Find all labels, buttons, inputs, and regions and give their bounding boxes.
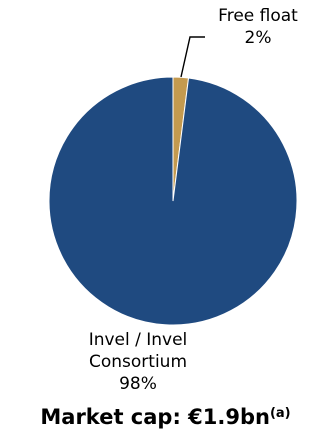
market-cap-text: Market cap: €1.9bn	[40, 405, 270, 429]
free-float-label: Free float 2%	[192, 5, 324, 49]
pie-slices	[48, 76, 298, 326]
invel-label: Invel / Invel Consortium 98%	[52, 329, 224, 395]
invel-label-value: 98%	[119, 374, 157, 394]
market-cap-caption: Market cap: €1.9bn(a)	[0, 403, 331, 431]
invel-label-name-line-1: Invel / Invel	[88, 330, 188, 350]
free-float-label-name: Free float	[218, 6, 298, 26]
invel-label-name-line-2: Consortium	[88, 352, 187, 372]
free-float-leader-line	[180, 36, 205, 78]
free-float-label-value: 2%	[244, 28, 272, 48]
market-cap-footnote-marker: (a)	[269, 406, 291, 421]
pie-slice-invel-invel-consortium	[48, 76, 298, 326]
